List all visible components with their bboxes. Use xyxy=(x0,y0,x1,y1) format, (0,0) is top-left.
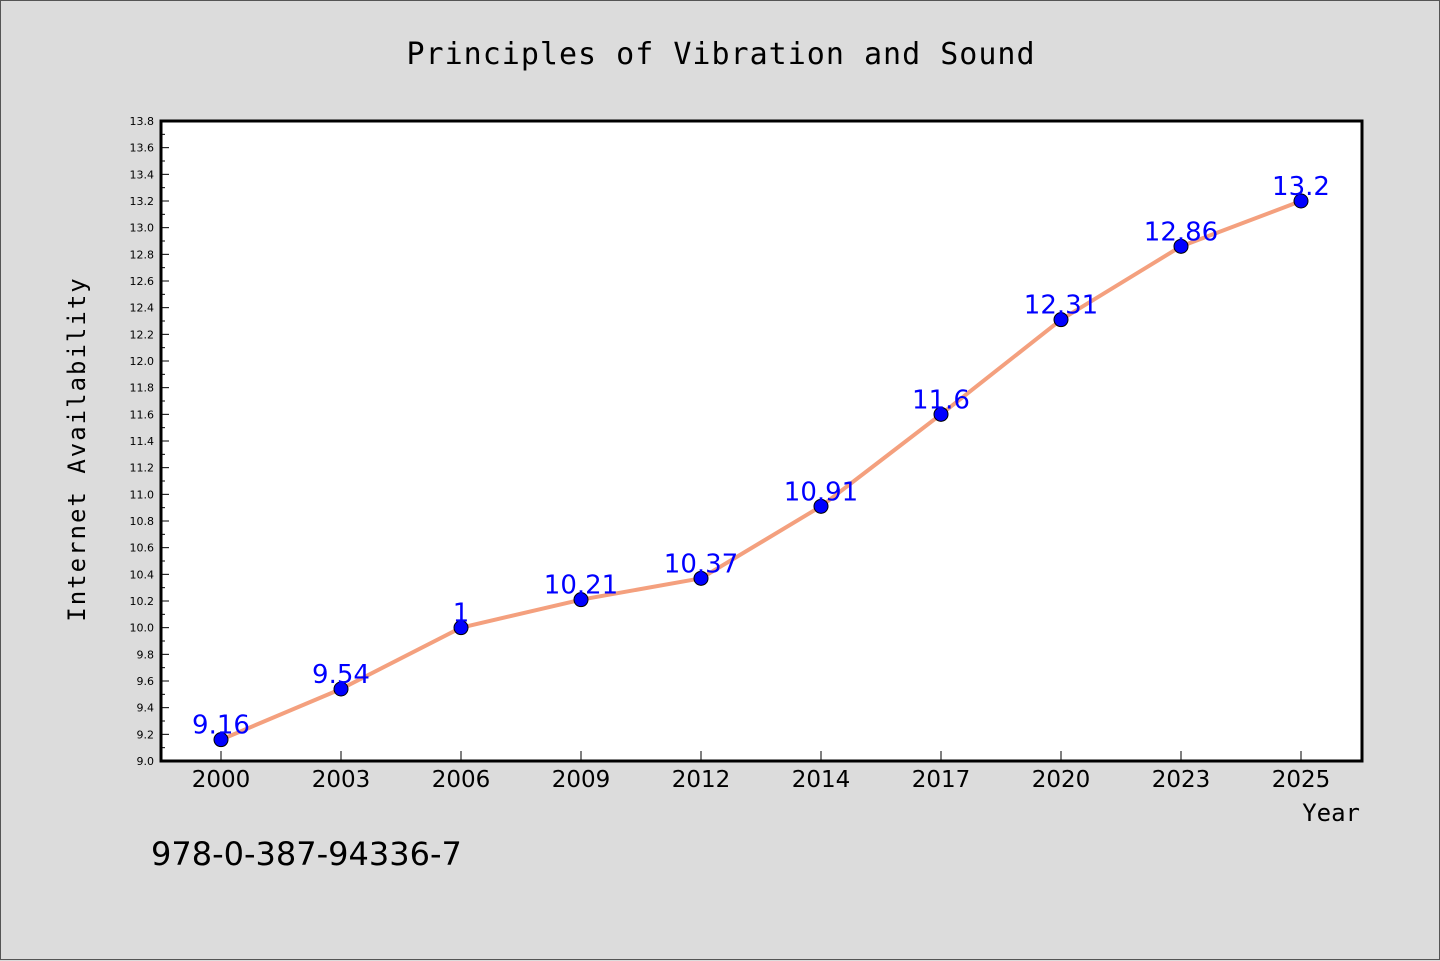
series-line xyxy=(220,199,1302,742)
plot-area xyxy=(159,119,1364,763)
data-label: 12.31 xyxy=(1024,291,1098,321)
data-label: 10.91 xyxy=(784,477,858,507)
y-tick-label: 12.6 xyxy=(130,275,155,288)
x-tick-label: 2000 xyxy=(192,767,251,793)
y-tick-label: 11.0 xyxy=(130,488,155,501)
x-axis-label: Year xyxy=(1302,799,1360,827)
isbn-text: 978-0-387-94336-7 xyxy=(151,835,462,873)
x-tick-label: 2014 xyxy=(792,767,851,793)
data-label: 9.16 xyxy=(192,711,250,741)
x-tick-label: 2023 xyxy=(1152,767,1211,793)
x-tick-label: 2003 xyxy=(312,767,371,793)
data-point xyxy=(813,498,829,514)
x-tick-label: 2025 xyxy=(1272,767,1331,793)
data-label: 1 xyxy=(453,599,470,629)
y-axis: 9.0 9.2 9.4 9.6 9.8 10.0 10.2 10.4 10.6 10.8 11.0 1… xyxy=(130,115,169,768)
y-tick-label: 12.8 xyxy=(130,248,155,261)
data-point xyxy=(333,681,349,697)
series-markers xyxy=(213,193,1309,748)
x-axis: 2000 2003 2006 2009 2012 2014 2017 2020 2023 2025 xyxy=(192,751,1331,793)
data-point xyxy=(213,732,229,748)
y-tick-label: 13.8 xyxy=(130,115,155,128)
data-label: 11.6 xyxy=(912,385,970,415)
x-tick-label: 2006 xyxy=(432,767,491,793)
data-label: 9.54 xyxy=(312,660,370,690)
y-tick-label: 13.0 xyxy=(130,222,155,235)
y-tick-label: 13.6 xyxy=(130,142,155,155)
y-tick-label: 11.8 xyxy=(130,382,155,395)
data-point xyxy=(1173,238,1189,254)
y-tick-label: 10.8 xyxy=(130,515,155,528)
y-axis-label: Internet Availability xyxy=(63,276,91,621)
data-label: 13.2 xyxy=(1272,172,1330,202)
data-point xyxy=(1293,193,1309,209)
data-label: 10.37 xyxy=(664,549,738,579)
chart-title: Principles of Vibration and Sound xyxy=(406,37,1035,72)
y-tick-label: 10.4 xyxy=(130,568,155,581)
y-tick-label: 9.4 xyxy=(137,702,155,715)
data-label: 12.86 xyxy=(1144,217,1218,247)
y-tick-label: 11.2 xyxy=(130,462,155,475)
data-point xyxy=(453,620,469,636)
y-tick-label: 9.6 xyxy=(137,675,155,688)
x-tick-label: 2012 xyxy=(672,767,731,793)
y-tick-label: 11.4 xyxy=(130,435,155,448)
y-tick-label: 12.0 xyxy=(130,355,155,368)
y-tick-label: 9.2 xyxy=(137,728,155,741)
data-point xyxy=(693,570,709,586)
y-tick-label: 10.6 xyxy=(130,542,155,555)
x-tick-label: 2020 xyxy=(1032,767,1091,793)
y-tick-label: 13.2 xyxy=(130,195,155,208)
y-tick-label: 10.2 xyxy=(130,595,155,608)
y-tick-label: 11.6 xyxy=(130,408,155,421)
data-labels: 9.16 9.54 1 10.21 10.37 10.91 11.6 12.31 12.86 13… xyxy=(192,172,1330,741)
y-tick-label: 10.0 xyxy=(130,622,155,635)
y-tick-label: 12.2 xyxy=(130,328,155,341)
data-label: 10.21 xyxy=(544,571,618,601)
data-point xyxy=(933,406,949,422)
y-tick-label: 12.4 xyxy=(130,302,155,315)
y-tick-label: 9.0 xyxy=(137,755,155,768)
x-tick-label: 2017 xyxy=(912,767,971,793)
y-tick-label: 13.4 xyxy=(130,168,155,181)
x-tick-label: 2009 xyxy=(552,767,611,793)
data-point xyxy=(573,592,589,608)
y-tick-label: 9.8 xyxy=(137,648,155,661)
data-point xyxy=(1053,312,1069,328)
